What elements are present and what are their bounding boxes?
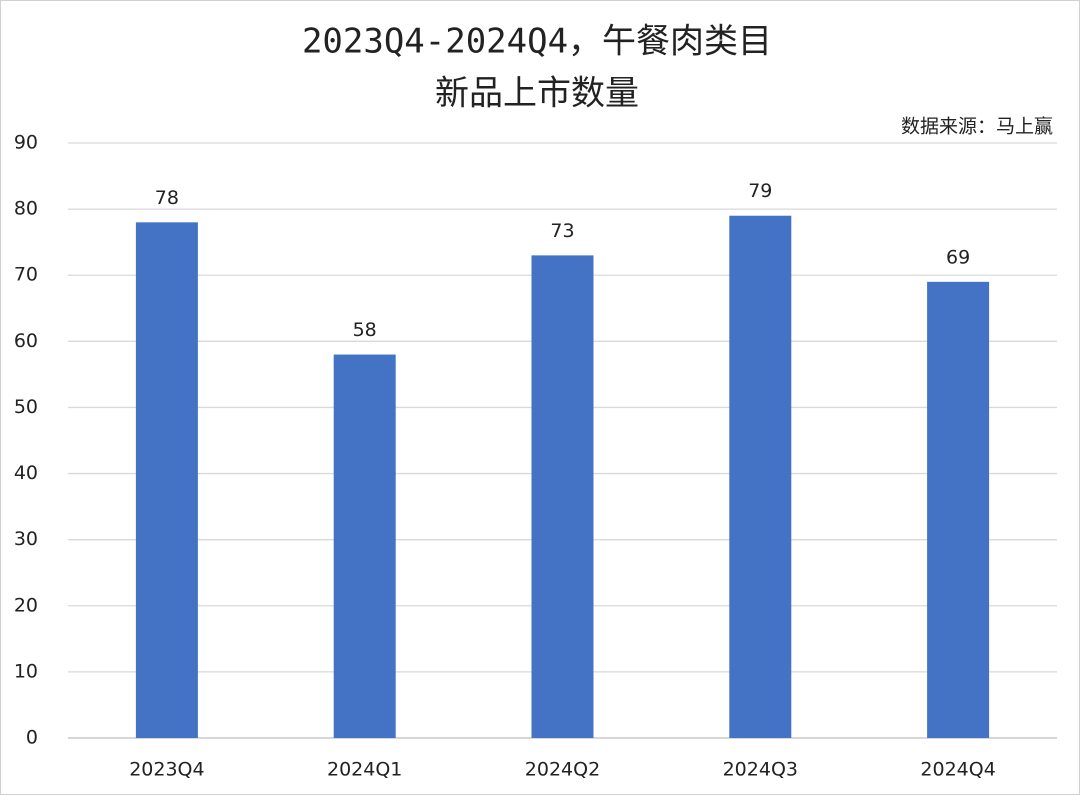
bar bbox=[333, 354, 396, 738]
x-tick-label: 2024Q1 bbox=[327, 759, 402, 781]
x-tick-label: 2024Q2 bbox=[525, 759, 600, 781]
chart-title: 新品上市数量 bbox=[435, 74, 639, 114]
value-label: 78 bbox=[155, 187, 179, 209]
bar bbox=[531, 255, 594, 738]
value-label: 79 bbox=[748, 180, 772, 202]
x-tick-label: 2023Q4 bbox=[129, 759, 204, 781]
source-note: 数据来源：马上赢 bbox=[901, 116, 1053, 138]
y-tick-label: 90 bbox=[14, 132, 38, 154]
y-tick-label: 80 bbox=[14, 198, 38, 220]
x-tick-label: 2024Q3 bbox=[723, 759, 798, 781]
x-tick-label: 2024Q4 bbox=[920, 759, 995, 781]
y-tick-label: 0 bbox=[26, 727, 38, 749]
bar bbox=[135, 222, 198, 739]
y-tick-label: 10 bbox=[14, 660, 38, 682]
y-tick-label: 20 bbox=[14, 594, 38, 616]
chart-title: 2023Q4-2024Q4，午餐肉类目 bbox=[302, 22, 772, 62]
bar bbox=[927, 281, 990, 738]
value-label: 69 bbox=[946, 246, 970, 268]
value-label: 73 bbox=[550, 220, 574, 242]
y-tick-label: 30 bbox=[14, 528, 38, 550]
value-label: 58 bbox=[353, 319, 377, 341]
y-tick-label: 60 bbox=[14, 330, 38, 352]
y-tick-label: 70 bbox=[14, 264, 38, 286]
bar bbox=[729, 215, 792, 738]
y-tick-label: 40 bbox=[14, 462, 38, 484]
y-tick-label: 50 bbox=[14, 396, 38, 418]
